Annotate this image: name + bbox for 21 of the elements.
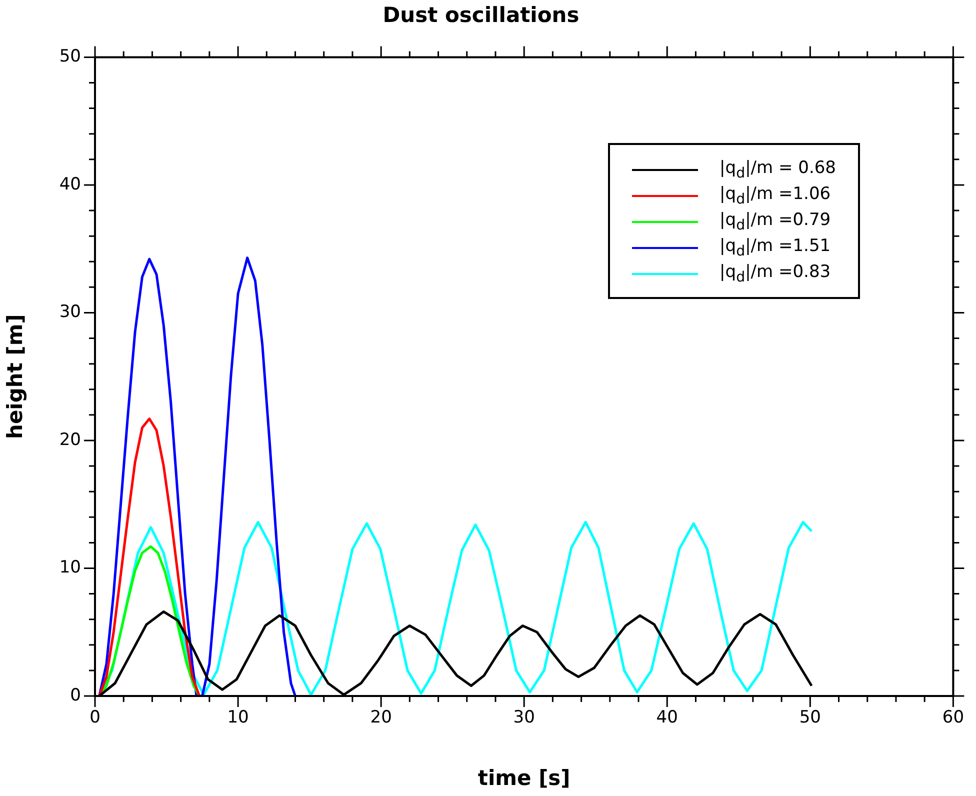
y-tick-label: 50 bbox=[59, 46, 81, 67]
legend-label: |q$_{d}$|/m =1.06 bbox=[720, 184, 831, 208]
x-tick-label: 40 bbox=[656, 708, 678, 728]
x-axis-title: time [s] bbox=[478, 766, 570, 790]
legend-label: |q$_{d}$|/m =1.51 bbox=[720, 236, 831, 260]
legend-label: |q$_{d}$|/m = 0.68 bbox=[720, 158, 836, 182]
y-tick-label: 30 bbox=[59, 302, 81, 322]
y-tick-label: 20 bbox=[59, 430, 81, 450]
x-tick-label: 20 bbox=[370, 708, 392, 728]
chart-title: Dust oscillations bbox=[382, 3, 580, 28]
y-tick-label: 0 bbox=[70, 685, 81, 706]
y-axis-title: height [m] bbox=[3, 314, 28, 440]
x-tick-label: 0 bbox=[90, 708, 100, 728]
legend-label: |q$_{d}$|/m =0.83 bbox=[720, 262, 831, 286]
y-tick-label: 40 bbox=[59, 174, 81, 194]
y-tick-label: 10 bbox=[59, 558, 81, 578]
x-tick-label: 60 bbox=[942, 708, 964, 728]
x-tick-label: 10 bbox=[227, 708, 249, 728]
x-tick-label: 30 bbox=[513, 708, 535, 728]
x-tick-label: 50 bbox=[799, 708, 821, 728]
legend-label: |q$_{d}$|/m =0.79 bbox=[720, 210, 831, 234]
